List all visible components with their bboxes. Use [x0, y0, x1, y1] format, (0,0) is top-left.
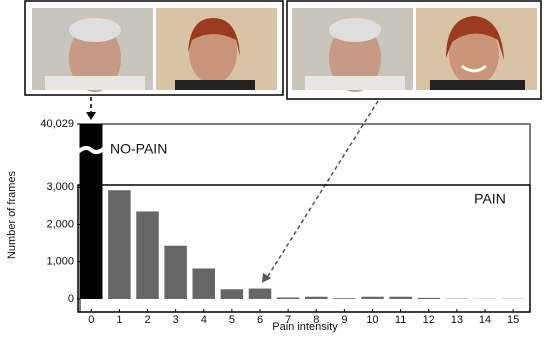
x-tick-label: 3	[173, 314, 179, 326]
x-tick-label: 5	[229, 314, 235, 326]
x-tick-label: 11	[395, 314, 406, 326]
bar	[221, 289, 244, 299]
arrow-pain	[268, 101, 378, 276]
y-tick-label: 2,000	[46, 218, 74, 230]
y-axis-label: Number of frames	[6, 170, 18, 259]
x-tick-label: 9	[341, 314, 347, 326]
x-axis-label: Pain intensity	[272, 321, 338, 333]
bar	[164, 246, 187, 299]
bar	[136, 211, 159, 299]
x-tick-label: 12	[423, 314, 435, 326]
bar	[333, 298, 356, 299]
bar	[389, 297, 412, 299]
photo-panel-left	[25, 1, 283, 95]
bar	[418, 298, 441, 299]
x-tick-label: 2	[144, 314, 150, 326]
bar	[108, 190, 131, 299]
y-tick-label: 1,000	[46, 256, 74, 268]
x-tick-label: 4	[201, 314, 207, 326]
y-tick-label: 0	[68, 293, 74, 305]
arrow-head	[86, 112, 96, 120]
y-tick-label: 3,000	[46, 181, 74, 193]
no-pain-label: NO-PAIN	[110, 141, 167, 157]
x-tick-label: 1	[116, 314, 122, 326]
y-tick-label: 40,029	[40, 118, 74, 130]
bar	[305, 297, 328, 299]
x-tick-label: 14	[479, 314, 491, 326]
x-tick-label: 10	[366, 314, 378, 326]
x-tick-label: 6	[257, 314, 263, 326]
bar	[249, 289, 272, 299]
photo-panel-right	[287, 1, 541, 99]
x-tick-label: 8	[313, 314, 319, 326]
x-tick-label: 7	[285, 314, 291, 326]
x-tick-label: 0	[88, 314, 94, 326]
bar	[361, 297, 384, 299]
x-tick-label: 15	[507, 314, 519, 326]
bar	[277, 297, 300, 298]
bar	[193, 268, 216, 299]
pain-label: PAIN	[474, 191, 506, 207]
x-tick-label: 13	[451, 314, 463, 326]
